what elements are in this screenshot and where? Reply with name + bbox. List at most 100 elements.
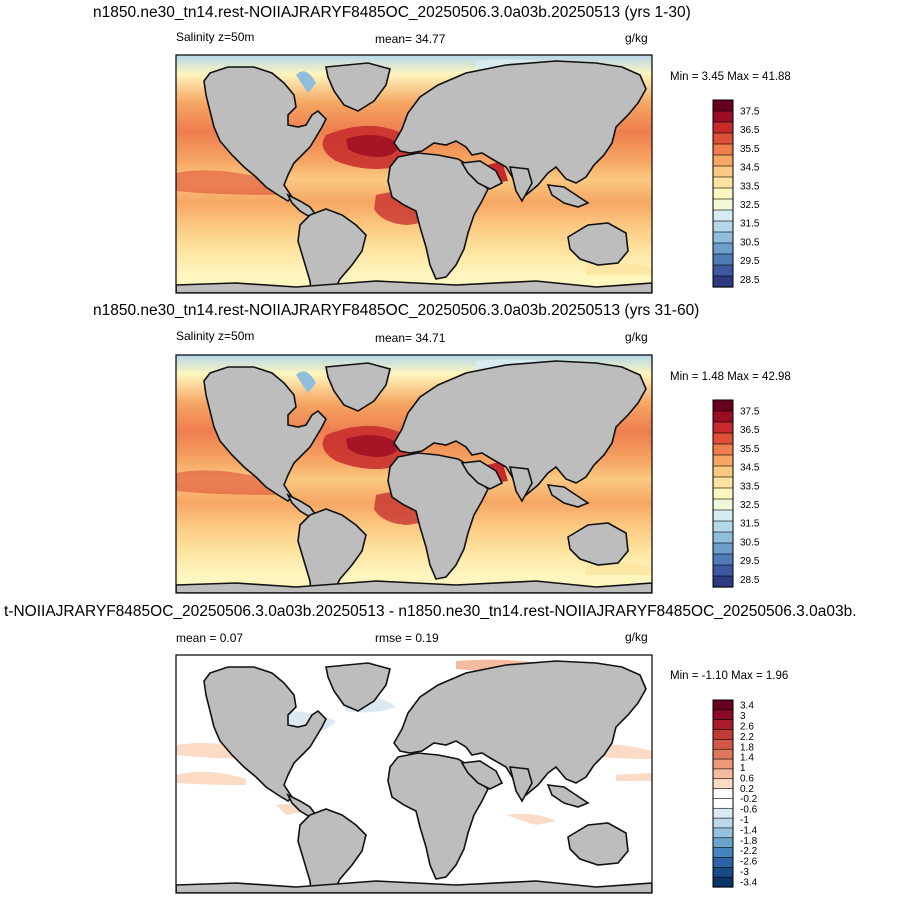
colorbar-swatch — [712, 275, 734, 288]
colorbar-swatch — [712, 99, 734, 112]
colorbar-tick-label: 28.5 — [740, 275, 760, 286]
colorbar-tick-label: 3.4 — [740, 701, 754, 712]
colorbar-tick-label: 37.5 — [740, 107, 760, 118]
colorbar-swatch — [712, 847, 734, 859]
colorbar-swatch — [712, 264, 734, 277]
panel3-title: t-NOIIAJRARYF8485OC_20250506.3.0a03b.202… — [4, 603, 857, 620]
colorbar-swatch — [712, 739, 734, 750]
colorbar-swatch — [712, 509, 734, 522]
colorbar-swatch — [712, 827, 734, 839]
panel2-variable-label: Salinity z=50m — [176, 329, 255, 343]
colorbar-swatch — [712, 788, 734, 800]
panel1-variable-label: Salinity z=50m — [176, 30, 255, 44]
panel3-map-group: 3.432.62.21.81.410.60.2-0.2-0.6-1-1.4-1.… — [175, 654, 758, 894]
colorbar-swatch — [712, 399, 734, 412]
colorbar-swatch — [712, 231, 734, 244]
panel1-units: g/kg — [625, 31, 648, 45]
colorbar-swatch — [712, 575, 734, 588]
colorbar-swatch — [712, 729, 734, 740]
panel2-units: g/kg — [625, 330, 648, 344]
colorbar-tick-label: 0.2 — [740, 784, 754, 795]
colorbar-swatch — [712, 465, 734, 478]
colorbar-tick-label: -3.4 — [740, 877, 758, 888]
colorbar-swatch — [712, 209, 734, 222]
colorbar-swatch — [712, 564, 734, 577]
colorbar-frame — [712, 699, 734, 888]
panel1-map — [176, 55, 652, 293]
panel2-minmax: Min = 1.48 Max = 42.98 — [670, 371, 791, 383]
colorbar-tick-label: 34.5 — [740, 463, 760, 474]
panel3-rmse-label: rmse = 0.19 — [375, 631, 439, 645]
colorbar-tick-label: 33.5 — [740, 481, 760, 492]
colorbar-swatch — [712, 154, 734, 167]
colorbar-swatch — [712, 443, 734, 456]
colorbar-tick-label: 29.5 — [740, 256, 760, 267]
colorbar-swatch — [712, 748, 734, 760]
colorbar-swatch — [712, 876, 734, 888]
colorbar-tick-label: -1.8 — [740, 836, 758, 847]
colorbar-swatch — [712, 709, 734, 721]
colorbar-tick-label: -1 — [740, 815, 749, 826]
colorbar-tick-label: 34.5 — [740, 163, 760, 174]
panel3-units: g/kg — [625, 630, 648, 644]
colorbar-swatch — [712, 768, 734, 780]
panel2-title: n1850.ne30_tn14.rest-NOIIAJRARYF8485OC_2… — [93, 302, 700, 319]
colorbar-tick-label: -2.2 — [740, 846, 758, 857]
colorbar-tick-label: 31.5 — [740, 219, 760, 230]
panel2-map — [176, 355, 652, 593]
colorbar-tick-label: 1.4 — [740, 753, 754, 764]
panel1-minmax: Min = 3.45 Max = 41.88 — [670, 71, 791, 83]
colorbar-swatch — [712, 807, 734, 819]
colorbar-swatch — [712, 857, 734, 868]
colorbar-swatch — [712, 758, 734, 770]
colorbar-tick-label: 1.8 — [740, 742, 754, 753]
colorbar-swatch — [712, 220, 734, 233]
colorbar-tick-label: 1 — [740, 763, 746, 774]
panel1-colorbar: 37.5 36.5 35.5 34.5 33.5 32.5 31.5 30.5 29.5 28.5 — [712, 99, 760, 288]
colorbar-swatch — [712, 817, 734, 829]
colorbar-tick-label: -2.6 — [740, 857, 758, 868]
colorbar-swatch — [712, 778, 734, 790]
colorbar-tick-label: -1.4 — [740, 825, 758, 836]
colorbar-tick-label: -0.6 — [740, 805, 758, 816]
colorbar-tick-label: 29.5 — [740, 556, 760, 567]
colorbar-swatch — [712, 553, 734, 566]
colorbar-swatch — [712, 421, 734, 434]
panel3-minmax: Min = -1.10 Max = 1.96 — [670, 670, 789, 682]
panel3-mean-label: mean = 0.07 — [176, 631, 244, 645]
colorbar-swatch — [712, 487, 734, 500]
colorbar-tick-label: 2.6 — [740, 721, 754, 732]
colorbar-swatch — [712, 476, 734, 489]
map-frame — [175, 654, 653, 894]
colorbar-tick-label: 0.6 — [740, 773, 754, 784]
colorbar-tick-label: 30.5 — [740, 237, 760, 248]
colorbar-tick-label: 2.2 — [740, 732, 754, 743]
panel2-colorbar: 37.5 36.5 35.5 34.5 33.5 32.5 31.5 30.5 29.5 28.5 — [712, 399, 760, 588]
colorbar-swatch — [712, 110, 734, 123]
colorbar-frame — [712, 399, 734, 588]
panel2-map-group: 37.5 36.5 35.5 34.5 33.5 32.5 31.5 30.5 29.5 28.5 — [175, 354, 760, 594]
colorbar-tick-label: 32.5 — [740, 500, 760, 511]
panel1-map-group: 37.5 36.5 35.5 34.5 33.5 32.5 31.5 30.5 29.5 28.5 — [175, 54, 760, 294]
panel1-title: n1850.ne30_tn14.rest-NOIIAJRARYF8485OC_2… — [93, 4, 691, 21]
colorbar-swatch — [712, 132, 734, 145]
colorbar-swatch — [712, 520, 734, 533]
colorbar-swatch — [712, 432, 734, 445]
colorbar-swatch — [712, 531, 734, 544]
colorbar-swatch — [712, 867, 734, 878]
colorbar-tick-label: 36.5 — [740, 425, 760, 436]
colorbar-tick-label: 31.5 — [740, 519, 760, 530]
colorbar-swatch — [712, 198, 734, 211]
colorbar-swatch — [712, 498, 734, 511]
colorbar-tick-label: 37.5 — [740, 407, 760, 418]
colorbar-swatch — [712, 699, 734, 711]
colorbar-tick-label: 35.5 — [740, 444, 760, 455]
colorbar-tick-label: 35.5 — [740, 144, 760, 155]
colorbar-swatch — [712, 837, 734, 849]
colorbar-swatch — [712, 719, 734, 731]
colorbar-swatch — [712, 454, 734, 467]
colorbar-swatch — [712, 165, 734, 178]
colorbar-swatch — [712, 121, 734, 134]
colorbar-tick-label: -3 — [740, 867, 749, 878]
